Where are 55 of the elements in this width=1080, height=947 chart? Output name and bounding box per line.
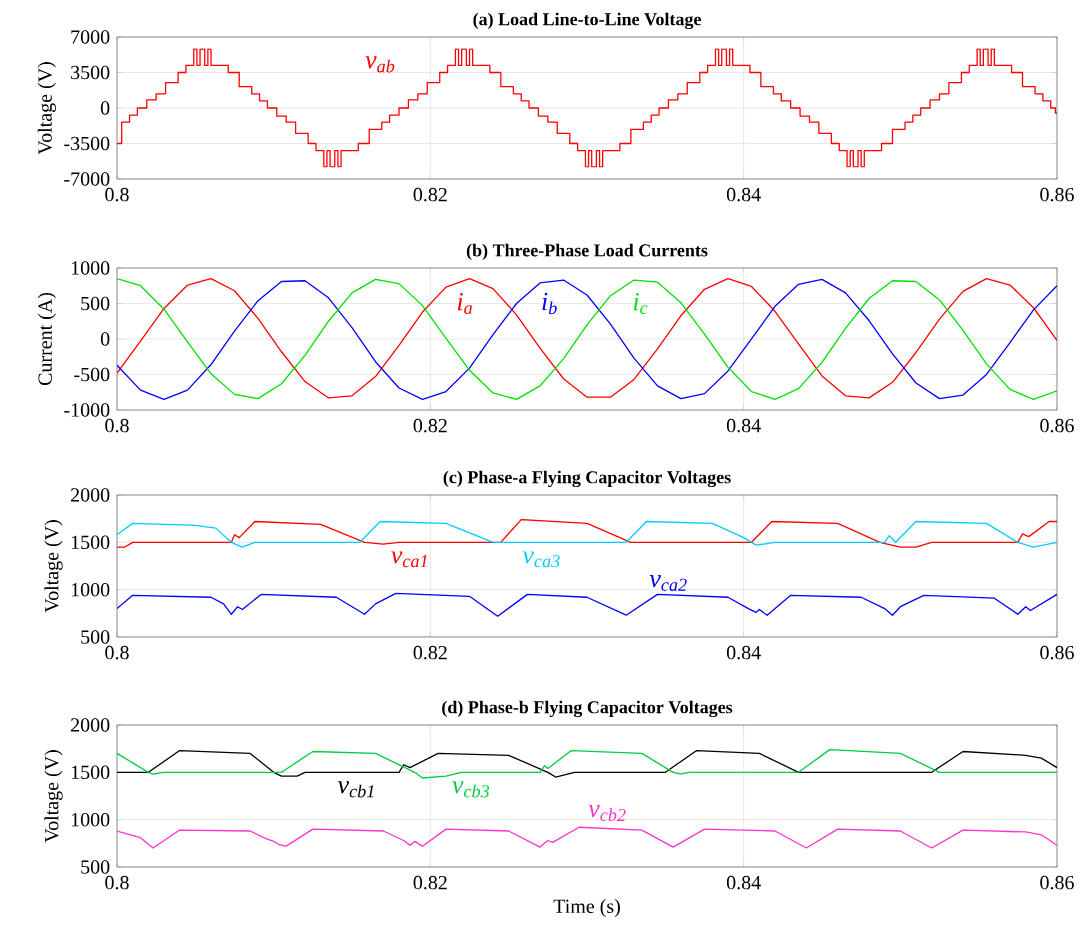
x-tick-label: 0.8 <box>105 645 129 660</box>
x-axis-title: Time (s) <box>553 898 620 918</box>
x-tick-label: 0.82 <box>413 875 447 890</box>
x-tick-label: 0.82 <box>413 418 447 433</box>
line-series <box>117 592 1057 617</box>
series-label: v$_{ca2}$ <box>649 575 687 591</box>
y-tick-label: 1000 <box>71 812 110 827</box>
x-tick-label: 0.82 <box>413 187 447 202</box>
x-tick-label: 0.84 <box>726 645 761 660</box>
y-tick-label: 1500 <box>71 535 110 550</box>
series-label: v$_{cb3}$ <box>452 781 490 798</box>
y-tick-label: 2000 <box>71 718 110 732</box>
series-label: i$_{a}$ <box>457 292 473 315</box>
x-tick-label: 0.86 <box>1040 418 1074 433</box>
y-axis-title: Voltage (V) <box>44 750 63 843</box>
y-tick-label: 500 <box>81 860 110 874</box>
series-label: v$_{ab}$ <box>365 56 395 73</box>
chart-title: (c) Phase-a Flying Capacitor Voltages <box>443 470 731 488</box>
x-tick-label: 0.8 <box>105 187 129 202</box>
x-tick-label: 0.84 <box>726 418 761 433</box>
y-tick-label: 500 <box>81 630 110 644</box>
series-label: v$_{ca3}$ <box>522 551 560 568</box>
series-label: v$_{ca1}$ <box>391 551 427 568</box>
series-label: i$_{b}$ <box>542 292 557 315</box>
chart-title: (d) Phase-b Flying Capacitor Voltages <box>442 700 733 718</box>
x-tick-label: 0.82 <box>413 645 447 660</box>
chart-title: (a) Load Line-to-Line Voltage <box>473 12 701 30</box>
series-label: i$_{c}$ <box>633 292 648 315</box>
y-tick-label: 0 <box>100 101 110 115</box>
series-label: v$_{cb2}$ <box>588 804 626 822</box>
y-tick-label: -3500 <box>64 136 110 151</box>
x-tick-label: 0.86 <box>1040 875 1074 890</box>
y-tick-label: -7000 <box>64 172 110 186</box>
y-tick-label: 1500 <box>71 765 110 780</box>
x-tick-label: 0.8 <box>105 875 129 890</box>
y-tick-label: 0 <box>100 332 110 346</box>
y-axis-title: Voltage (V) <box>44 520 63 613</box>
x-tick-label: 0.86 <box>1040 645 1074 660</box>
y-tick-label: 3500 <box>71 65 110 80</box>
y-axis-title: Voltage (V) <box>37 62 56 155</box>
x-tick-label: 0.84 <box>726 187 761 202</box>
y-axis-title: Current (A) <box>37 292 56 386</box>
y-tick-label: 1000 <box>71 582 110 597</box>
x-tick-label: 0.86 <box>1040 187 1074 202</box>
y-tick-label: 2000 <box>71 488 110 502</box>
x-tick-label: 0.8 <box>105 418 129 433</box>
y-tick-label: -500 <box>74 367 110 382</box>
y-tick-label: -1000 <box>64 403 110 417</box>
x-tick-label: 0.84 <box>726 875 761 890</box>
y-tick-label: 1000 <box>71 261 110 275</box>
y-tick-label: 500 <box>81 296 110 311</box>
series-label: v$_{cb1}$ <box>337 781 374 798</box>
chart-title: (b) Three-Phase Load Currents <box>466 243 708 261</box>
y-tick-label: 7000 <box>71 30 110 44</box>
line-series <box>117 826 1057 849</box>
